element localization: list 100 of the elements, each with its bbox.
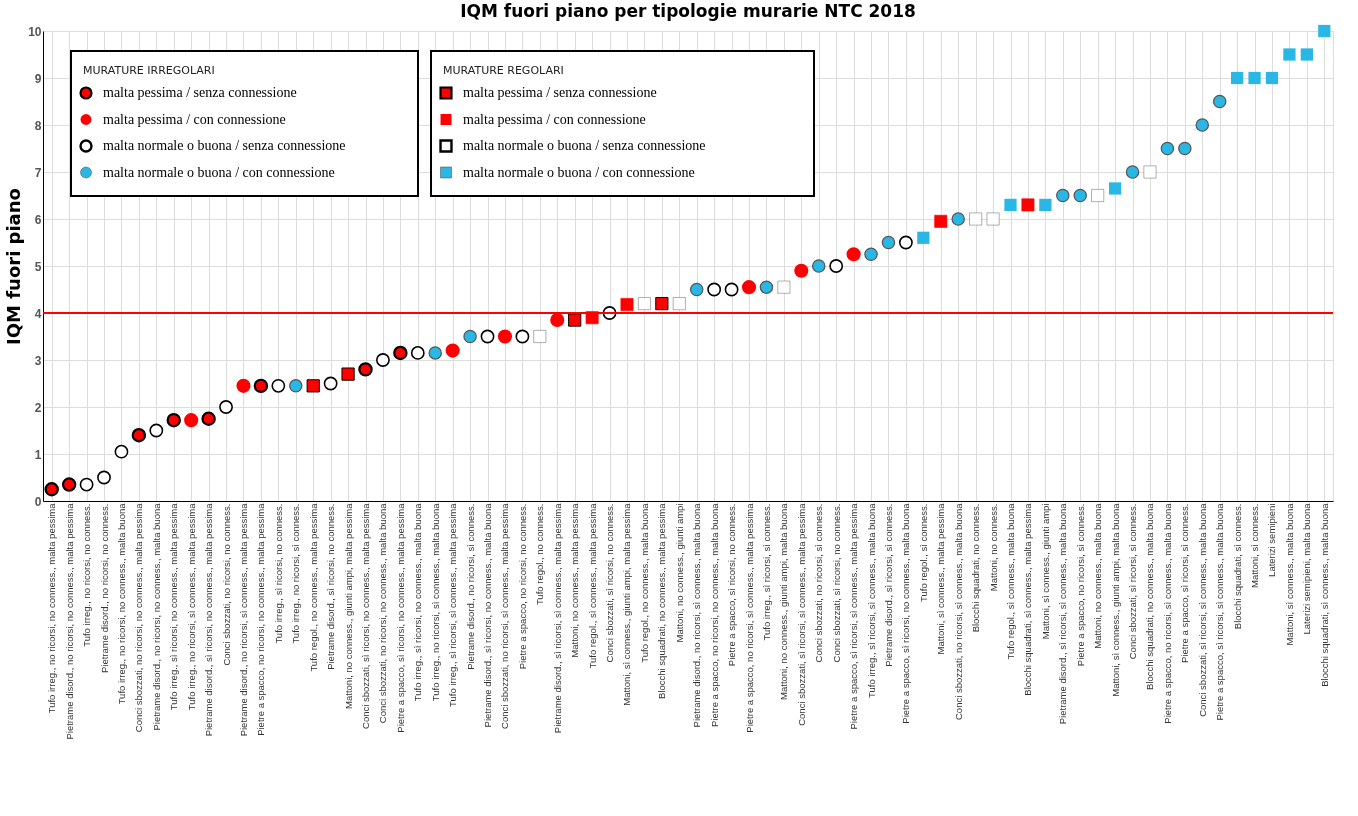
point xyxy=(846,247,861,262)
y-tick-label: 6 xyxy=(34,212,42,227)
x-tick-label: Conci sbozzati, sì ricorsi, sì conness. xyxy=(1127,503,1139,660)
point xyxy=(201,411,216,426)
point xyxy=(1073,188,1087,203)
x-tick-label: Tufo regol., no conness., malta pessima xyxy=(307,502,319,672)
point xyxy=(393,345,408,361)
x-tick-label: Pietrame disord., sì ricorsi, no conness. xyxy=(325,503,337,670)
x-tick-label: Pietre a spacco, sì ricorsi, sì conness., malta buona xyxy=(1214,502,1226,721)
point xyxy=(1125,165,1140,179)
point xyxy=(673,297,686,310)
point xyxy=(253,378,269,394)
x-tick-label: Tufo irreg., sì ricorsi, sì conness. xyxy=(760,503,772,641)
x-tick-label: Tufo regol., no conness., malta buona xyxy=(638,502,650,663)
x-tick-label: Pietre a spacco, no ricorsi, sì conness. xyxy=(1074,503,1086,667)
point xyxy=(289,379,303,393)
point xyxy=(44,482,59,497)
point xyxy=(271,378,286,393)
point xyxy=(638,297,651,310)
point xyxy=(323,376,338,391)
x-tick-label: Tufo irreg., sì ricorsi, no conness., malta pessima xyxy=(168,502,180,711)
x-tick-label: Pietrame disord., no ricorsi, no conness. xyxy=(98,503,110,673)
x-tick-label: Mattoni, no conness., malta buona xyxy=(1092,502,1104,649)
y-tick-label: 1 xyxy=(34,447,42,462)
y-tick-label: 4 xyxy=(34,306,42,321)
chart-title: IQM fuori piano per tipologie murarie NTC 2018 xyxy=(460,0,916,21)
point xyxy=(794,263,809,278)
point xyxy=(917,231,930,244)
x-tick-label: Mattoni, no conness., giunti ampi, malta pessima xyxy=(342,502,354,709)
x-tick-label: Pietre a spacco, sì ricorsi, sì conness. xyxy=(1179,503,1191,663)
point xyxy=(568,313,582,327)
point xyxy=(585,311,599,325)
point xyxy=(934,214,948,228)
point xyxy=(969,212,982,226)
y-tick-label: 5 xyxy=(34,259,42,274)
legend-label: malta pessima / senza connessione xyxy=(103,85,297,100)
point xyxy=(114,444,129,459)
x-tick-label: Mattoni, sì conness., giunti ampi, malta pessima xyxy=(621,502,633,706)
x-tick-label: Blocchi squadrati, no conness., malta pessima xyxy=(656,502,668,699)
point xyxy=(149,423,164,438)
x-tick-label: Pietre a spacco, no ricorsi, no conness. xyxy=(516,503,528,670)
point xyxy=(1283,48,1296,61)
x-tick-label: Pietrame disord., no ricorsi, sì conness., malta buona xyxy=(691,502,703,728)
point xyxy=(1212,94,1227,109)
x-tick-label: Tufo irreg., sì ricorsi, no conness., malta buona xyxy=(412,502,424,702)
x-tick-label: Pietre a spacco, no ricorsi, no conness., malta buona xyxy=(708,502,720,727)
point xyxy=(306,379,320,393)
x-tick-label: Pietre a spacco, no ricorsi, sì conness., malta buona xyxy=(1161,502,1173,724)
point xyxy=(79,477,94,492)
legend-label: malta pessima / con connessione xyxy=(463,111,646,127)
point xyxy=(166,412,181,428)
x-tick-label: Conci sbozzati, sì ricorsi, sì conness., malta pessima xyxy=(795,502,807,726)
x-tick-label: Pietre a spacco, sì ricorsi, no conness., malta pessima xyxy=(394,502,406,733)
point xyxy=(1231,71,1244,85)
x-tick-label: Tufo irreg., no ricorsi, no conness. xyxy=(81,503,93,647)
point xyxy=(428,346,442,360)
x-tick-label: Tufo regol., sì conness., malta buona xyxy=(1005,502,1016,660)
point xyxy=(986,212,1000,226)
x-tick-label: Tufo irreg., no ricorsi, sì conness., malta pessima xyxy=(185,502,197,711)
point xyxy=(550,312,565,328)
x-tick-label: Pietre a spacco, no ricorsi, sì conness., malta pessima xyxy=(743,502,755,733)
x-tick-label: Conci sbozzati, sì ricorsi, no conness. xyxy=(604,503,616,663)
y-tick-label: 10 xyxy=(28,24,42,39)
x-tick-label: Tufo regol., sì conness., malta pessima xyxy=(586,502,598,669)
x-tick-label: Tufo irreg., sì ricorsi, no conness. xyxy=(272,503,284,644)
point xyxy=(1300,48,1313,61)
y-axis-title: IQM fuori piano xyxy=(3,188,25,345)
point xyxy=(1056,188,1070,203)
x-tick-label: Pietrame disord., sì ricorsi, sì conness. xyxy=(882,503,894,667)
point xyxy=(724,282,739,297)
point xyxy=(1318,24,1331,38)
point xyxy=(61,477,77,492)
point xyxy=(1195,118,1210,132)
point xyxy=(655,297,669,311)
point xyxy=(1108,182,1122,195)
point xyxy=(864,247,878,261)
point xyxy=(1091,189,1104,202)
point xyxy=(341,367,355,381)
point xyxy=(620,298,634,311)
x-tick-label: Conci sbozzati, no ricorsi, sì conness., malta pessima xyxy=(499,502,511,729)
point xyxy=(881,235,896,250)
point xyxy=(1004,198,1017,212)
x-tick-label: Pietrame disord., sì ricorsi, no conness., malta buona xyxy=(482,502,494,728)
x-tick-label: Tufo irreg., no ricorsi, sì conness. xyxy=(290,503,302,644)
x-tick-label: Pietre a spacco, sì ricorsi, no conness., malta buona xyxy=(900,502,912,724)
x-tick-label: Conci sbozzati, no ricorsi, no conness., malta pessima xyxy=(133,502,145,733)
x-tick-label: Mattoni, sì conness., malta pessima xyxy=(935,502,947,655)
x-tick-label: Blocchi squadrati, sì conness. xyxy=(1231,503,1243,630)
x-tick-label: Tufo regol., no conness. xyxy=(534,503,546,606)
y-tick-label: 8 xyxy=(34,118,42,133)
point xyxy=(707,282,722,297)
point xyxy=(1160,141,1175,156)
x-tick-label: Tufo irreg., no ricorsi, no conness., malta buona xyxy=(115,502,127,705)
x-tick-label: Conci sbozzati, sì ricorsi, sì conness., malta buona xyxy=(1196,502,1208,717)
x-tick-label: Mattoni, no conness. xyxy=(987,503,999,592)
x-tick-label: Pietrame disord., no ricorsi, sì conness. xyxy=(464,503,476,670)
y-tick-label: 2 xyxy=(34,400,42,415)
x-tick-label: Conci sbozzati, sì ricorsi, no conness. xyxy=(830,503,842,663)
point xyxy=(219,400,233,414)
point xyxy=(358,362,373,377)
